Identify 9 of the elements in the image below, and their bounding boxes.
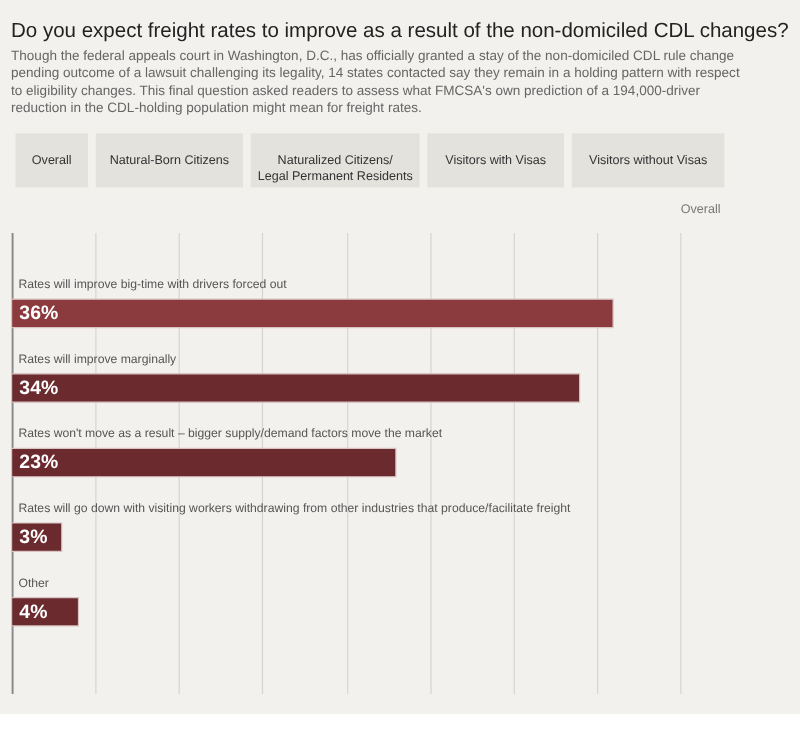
data-label: 23% [19, 452, 59, 475]
bar [11, 447, 397, 478]
data-label: 4% [19, 601, 49, 624]
data-label: 34% [19, 377, 59, 400]
data-label: 3% [19, 526, 49, 549]
data-label: 36% [19, 303, 59, 326]
bar [11, 373, 581, 403]
bar [11, 298, 614, 329]
chart-title: Do you expect freight rates to improve as a result of the non-domiciled CDL changes? [11, 21, 790, 44]
